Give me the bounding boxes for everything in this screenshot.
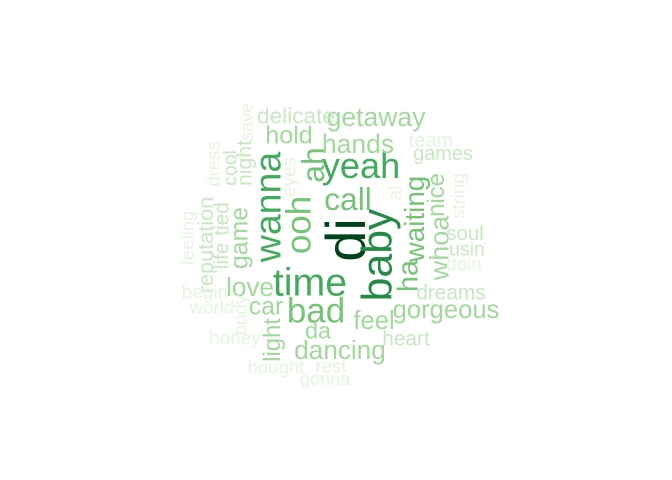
cloud-word-soul: soul	[446, 222, 484, 245]
cloud-word-time: time	[272, 260, 348, 305]
cloud-word-doin: doin	[446, 254, 482, 276]
cloud-word-body: body	[229, 294, 251, 336]
cloud-word-bad: bad	[286, 291, 346, 331]
cloud-word-bought: bought	[247, 356, 305, 378]
cloud-word-usin: usin	[449, 238, 485, 261]
cloud-word-al: al	[385, 185, 407, 201]
cloud-word-dreams: dreams	[416, 281, 486, 305]
cloud-word-cool: cool	[219, 150, 242, 186]
cloud-word-world: world	[189, 296, 235, 318]
cloud-word-nice: nice	[423, 173, 451, 217]
cloud-word-tied: tied	[210, 202, 234, 236]
cloud-word-save: save	[236, 102, 257, 142]
cloud-word-hands: hands	[321, 128, 395, 159]
cloud-word-eyes: eyes	[279, 156, 301, 198]
cloud-word-gorgeous: gorgeous	[392, 296, 500, 325]
cloud-word-car: car	[248, 293, 284, 321]
cloud-word-honey: honey	[209, 328, 261, 350]
cloud-word-games: games	[413, 143, 473, 166]
cloud-word-heart: heart	[382, 327, 430, 351]
cloud-word-feeling: feeling	[176, 210, 198, 266]
cloud-word-team: team	[408, 130, 454, 153]
cloud-word-love: love	[226, 271, 274, 302]
cloud-word-life: life	[210, 242, 234, 270]
cloud-word-dancing: dancing	[294, 334, 386, 365]
cloud-word-getaway: getaway	[326, 101, 426, 132]
cloud-word-yeah: yeah	[321, 144, 401, 186]
cloud-word-ooh: ooh	[279, 195, 319, 255]
cloud-word-delicate: delicate	[257, 103, 335, 129]
cloud-word-light: light	[259, 318, 287, 362]
cloud-word-hold: hold	[265, 121, 313, 150]
cloud-word-rest: rest	[315, 355, 347, 377]
cloud-word-gonna: gonna	[299, 368, 351, 389]
cloud-word-string: string	[447, 173, 469, 219]
cloud-word-da: da	[304, 317, 332, 344]
cloud-word-feel: feel	[353, 307, 395, 336]
cloud-word-call: call	[324, 181, 372, 218]
cloud-word-dress: dress	[202, 141, 224, 187]
cloud-word-begin: begin	[181, 282, 229, 304]
